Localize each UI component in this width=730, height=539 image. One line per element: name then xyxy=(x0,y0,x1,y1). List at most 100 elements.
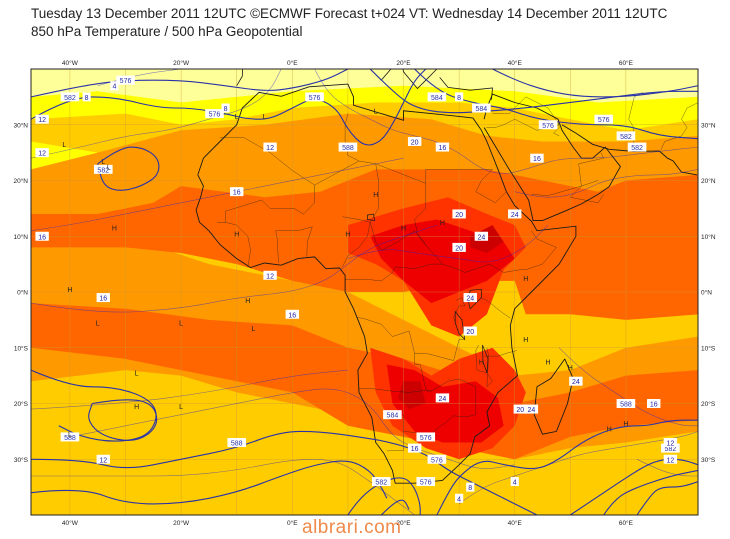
geopotential-contour xyxy=(636,481,698,515)
country-border xyxy=(359,388,432,393)
geopotential-label-bg xyxy=(60,432,80,442)
temperature-label-text: 20 xyxy=(411,139,419,146)
low-pressure-label: L xyxy=(107,164,111,171)
temperature-label: 20 xyxy=(452,209,466,219)
geopotential-label-text: 576 xyxy=(309,95,321,102)
geopotential-label-bg xyxy=(116,75,135,85)
country-border xyxy=(275,226,313,264)
geopotential-label-text: 588 xyxy=(620,402,632,409)
geopotential-label-text: 576 xyxy=(542,123,554,130)
temperature-label-text: 24 xyxy=(466,296,474,303)
temperature-label: 16 xyxy=(647,399,661,409)
temperature-label-bg xyxy=(452,209,466,219)
temperature-label-bg xyxy=(35,231,49,241)
geopotential-label-bg xyxy=(427,92,447,102)
longitude-tick-label: 20°E xyxy=(396,519,411,527)
temperature-label-text: 16 xyxy=(288,312,296,319)
geopotential-label: 582 xyxy=(60,92,80,102)
geopotential-label-text: 576 xyxy=(420,480,432,487)
geopotential-contour xyxy=(97,146,160,191)
temperature-label: 16 xyxy=(435,142,450,152)
asia-coastline xyxy=(561,124,698,176)
lake-outline xyxy=(454,310,466,341)
geopotential-label-text: 584 xyxy=(476,106,488,113)
low-pressure-label: L xyxy=(135,371,139,378)
longitude-tick-label: 0°E xyxy=(287,519,298,527)
temperature-label: 24 xyxy=(569,376,583,386)
low-pressure-label: L xyxy=(251,326,255,333)
geopotential-contour xyxy=(380,499,410,515)
temperature-label: 12 xyxy=(263,142,277,152)
high-pressure-label: H xyxy=(440,220,445,227)
country-border xyxy=(486,118,538,131)
geopotential-label: 588 xyxy=(616,399,636,409)
temperature-label: 16 xyxy=(96,293,110,303)
latitude-tick-label: 20°S xyxy=(701,400,716,408)
geopotential-label: 584 xyxy=(472,103,491,113)
temperature-label: 16 xyxy=(35,231,49,241)
latitude-tick-label: 0°N xyxy=(701,289,712,297)
temperature-label-bg xyxy=(463,293,477,303)
temperature-label: 4 xyxy=(110,81,119,91)
temp-band-darkorange-south xyxy=(31,303,698,460)
temperature-label-bg xyxy=(110,81,119,91)
geopotential-label: 582 xyxy=(661,443,680,453)
high-pressure-label: H xyxy=(234,231,239,238)
longitude-tick-label: 20°E xyxy=(396,59,411,67)
latitude-tick-label: 30°N xyxy=(13,121,28,129)
temperature-label: 8 xyxy=(455,92,464,102)
temperature-label-text: 16 xyxy=(99,296,107,303)
geopotential-label-bg xyxy=(60,92,80,102)
latitude-tick-label: 20°N xyxy=(13,177,28,185)
latitude-tick-label: 10°S xyxy=(14,344,29,352)
country-border xyxy=(342,222,371,267)
geopotential-contour xyxy=(31,460,388,505)
temperature-label: 20 xyxy=(452,242,466,252)
latitude-tick-label: 20°S xyxy=(14,400,29,408)
latitude-tick-label: 10°N xyxy=(13,233,28,241)
geopotential-label: 584 xyxy=(383,410,402,420)
temperature-label-text: 12 xyxy=(99,457,107,464)
temperature-label-text: 20 xyxy=(516,407,524,414)
geopotential-contour xyxy=(88,399,158,441)
country-border xyxy=(344,113,360,162)
high-pressure-label: H xyxy=(568,365,573,372)
temperature-label-bg xyxy=(455,92,464,102)
geopotential-label-text: 582 xyxy=(665,446,677,453)
temperature-contour xyxy=(514,169,698,198)
geopotential-label-bg xyxy=(416,432,436,442)
contour-labels: 576 582 576 576 582 588 584 584 576 576 582 582 588 5… xyxy=(35,75,680,503)
country-border xyxy=(342,216,371,223)
map-frame xyxy=(30,68,699,516)
geopotential-label-bg xyxy=(383,410,402,420)
geopotential-label-text: 588 xyxy=(231,441,243,448)
low-pressure-label: L xyxy=(62,142,66,149)
geopotential-label-text: 576 xyxy=(420,435,432,442)
temperature-label-text: 16 xyxy=(650,402,658,409)
temperature-label: 12 xyxy=(663,438,678,448)
map-area: 576 582 576 576 582 588 584 584 576 576 582 582 588 5… xyxy=(31,69,698,515)
geopotential-label: 576 xyxy=(427,454,447,464)
temperature-label-text: 20 xyxy=(466,329,474,336)
temperature-label: 24 xyxy=(463,293,477,303)
high-pressure-label: H xyxy=(112,226,117,233)
low-pressure-label: L xyxy=(179,320,183,327)
geopotential-label-bg xyxy=(538,120,558,130)
geopotential-label: 582 xyxy=(627,142,647,152)
latitude-tick-label: 10°S xyxy=(701,344,716,352)
temperature-label-bg xyxy=(513,404,527,414)
geopotential-label-bg xyxy=(616,399,636,408)
geopotential-label: 576 xyxy=(205,109,224,119)
temp-band-deepred-south xyxy=(398,381,426,410)
temperature-label: 24 xyxy=(508,209,522,219)
graticule xyxy=(31,69,698,515)
low-pressure-label: L xyxy=(235,114,239,121)
temperature-label: 12 xyxy=(96,454,110,464)
longitude-tick-label: 20°W xyxy=(173,59,190,67)
low-pressure-label: L xyxy=(96,320,100,327)
geopotential-label: 588 xyxy=(60,432,80,442)
country-border xyxy=(345,263,443,282)
geopotential-label-bg xyxy=(616,131,636,141)
high-pressure-label: H xyxy=(479,359,484,366)
